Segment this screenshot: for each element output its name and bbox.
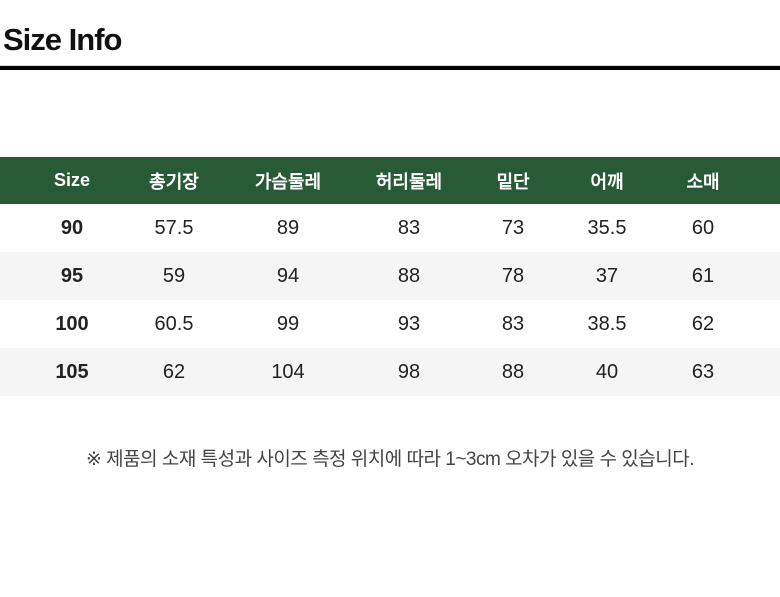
table-cell: 83 xyxy=(397,216,421,239)
table-cell: 90 xyxy=(60,216,84,239)
table-cell: 62 xyxy=(691,312,715,335)
column-header: Size xyxy=(53,170,91,190)
table-cell: 37 xyxy=(595,264,619,287)
table-cell: 88 xyxy=(501,360,525,383)
table-row: 100 60.5 99 93 83 38.5 62 xyxy=(0,300,780,348)
table-row: 95 59 94 88 78 37 61 xyxy=(0,252,780,300)
table-cell: 61 xyxy=(691,264,715,287)
column-header: 총기장 xyxy=(149,171,199,192)
title-divider xyxy=(0,65,780,70)
table-header-row: Size 총기장 가슴둘레 허리둘레 밑단 어깨 소매 xyxy=(0,157,780,204)
table-cell: 83 xyxy=(501,312,525,335)
measurement-note: ※ 제품의 소재 특성과 사이즈 측정 위치에 따라 1~3cm 오차가 있을 … xyxy=(85,449,695,470)
table-cell: 100 xyxy=(55,312,89,335)
table-cell: 104 xyxy=(271,360,305,383)
table-cell: 57.5 xyxy=(154,216,194,239)
column-header: 가슴둘레 xyxy=(254,171,322,192)
column-header: 밑단 xyxy=(496,171,530,192)
table-cell: 95 xyxy=(60,264,84,287)
table-cell: 105 xyxy=(55,360,89,383)
table-cell: 60 xyxy=(691,216,715,239)
table-cell: 35.5 xyxy=(587,216,627,239)
table-row: 90 57.5 89 83 73 35.5 60 xyxy=(0,204,780,252)
table-cell: 59 xyxy=(162,264,186,287)
table-cell: 73 xyxy=(501,216,525,239)
column-header: 어깨 xyxy=(590,171,624,192)
page-title: Size Info xyxy=(3,22,122,57)
table-cell: 88 xyxy=(397,264,421,287)
table-cell: 94 xyxy=(276,264,300,287)
table-cell: 93 xyxy=(397,312,421,335)
table-cell: 89 xyxy=(276,216,300,239)
column-header: 허리둘레 xyxy=(375,171,443,192)
table-cell: 99 xyxy=(276,312,300,335)
table-cell: 98 xyxy=(397,360,421,383)
table-cell: 62 xyxy=(162,360,186,383)
table-row: 105 62 104 98 88 40 63 xyxy=(0,348,780,396)
table-cell: 40 xyxy=(595,360,619,383)
column-header: 소매 xyxy=(686,171,720,192)
table-cell: 38.5 xyxy=(587,312,627,335)
table-cell: 63 xyxy=(691,360,715,383)
table-cell: 60.5 xyxy=(154,312,194,335)
size-table: Size 총기장 가슴둘레 허리둘레 밑단 어깨 소매 90 57.5 89 83 73 35.5 60 9… xyxy=(0,157,780,396)
table-cell: 78 xyxy=(501,264,525,287)
